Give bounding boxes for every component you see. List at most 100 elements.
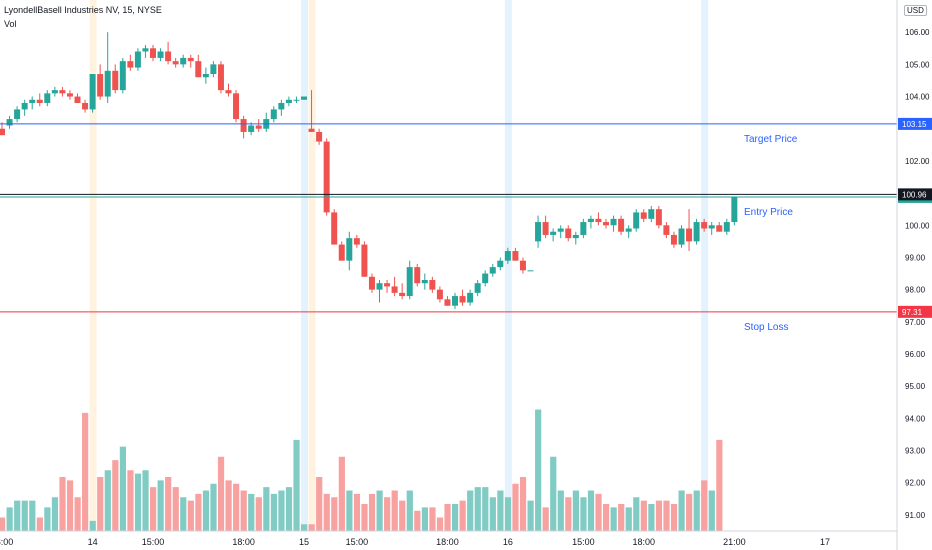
volume-bar <box>172 487 179 531</box>
candle-body <box>693 222 700 242</box>
candle-body <box>270 109 277 120</box>
volume-bar <box>285 487 293 531</box>
candle-body <box>482 273 489 284</box>
candle-body <box>157 51 164 58</box>
session-marker <box>701 0 709 531</box>
volume-bar <box>474 487 481 531</box>
x-tick-label: 15:00 <box>572 537 595 547</box>
y-tick-label: 92.00 <box>905 479 926 488</box>
candle-body <box>648 209 655 219</box>
candle-body <box>467 292 474 303</box>
candle-body <box>512 251 519 261</box>
candle <box>376 279 383 303</box>
volume-bar <box>565 497 572 531</box>
candle-body <box>51 90 58 94</box>
volume-bar <box>595 493 602 531</box>
candle <box>678 225 685 248</box>
candle <box>504 247 511 264</box>
candle <box>686 209 693 252</box>
candle-body <box>293 99 300 101</box>
y-tick-label: 105.00 <box>905 60 930 69</box>
x-tick-label: 14 <box>88 537 98 547</box>
candle <box>648 205 655 223</box>
volume-bar <box>467 490 474 531</box>
candle-body <box>603 222 609 226</box>
candle-body <box>527 270 534 272</box>
currency-button[interactable]: USD <box>904 5 927 16</box>
candle <box>708 222 715 235</box>
y-tick-label: 97.00 <box>905 318 926 327</box>
volume-bar <box>180 497 187 531</box>
candle <box>655 205 662 229</box>
volume-bar <box>150 487 157 531</box>
candle <box>323 138 330 216</box>
volume-bar <box>51 497 59 531</box>
x-tick-label: 18:00 <box>632 537 655 547</box>
y-tick-label: 102.00 <box>905 157 930 166</box>
volume-bar <box>97 477 104 531</box>
candle-body <box>353 238 360 245</box>
volume-bar <box>89 520 96 531</box>
volume-bar <box>459 500 466 531</box>
volume-bar <box>165 477 172 531</box>
candle-body <box>225 90 232 94</box>
price-tag-label: 97.31 <box>902 308 923 317</box>
candle <box>263 112 270 132</box>
candle-body <box>678 228 685 245</box>
candle <box>527 270 534 272</box>
volume-bar <box>618 504 625 531</box>
volume-bar <box>708 490 715 531</box>
candle <box>210 61 217 78</box>
candle-body <box>255 125 262 129</box>
candle <box>66 90 73 100</box>
candle-body <box>519 260 526 271</box>
volume-bar <box>6 507 13 531</box>
chart-title: LyondellBasell Industries NV, 15, NYSE <box>4 5 162 15</box>
candle-body <box>595 218 602 223</box>
candle <box>338 241 345 261</box>
volume-bar <box>406 490 413 531</box>
volume-bar <box>504 497 512 531</box>
volume-bar <box>225 480 232 531</box>
volume-bar <box>716 439 723 531</box>
candle <box>482 270 489 287</box>
volume-bar <box>693 490 700 531</box>
candle <box>452 292 458 309</box>
volume-bar <box>270 493 277 531</box>
candle-body <box>134 51 141 68</box>
candle <box>119 57 126 94</box>
volume-bar <box>195 493 202 531</box>
candle-body <box>346 238 353 261</box>
volume-bar <box>648 504 655 531</box>
candle <box>142 45 149 58</box>
candle <box>459 289 466 306</box>
candle-body <box>59 90 66 94</box>
candle <box>519 257 526 274</box>
volume-bar <box>82 412 89 531</box>
candle-body <box>708 225 715 229</box>
volume-bar <box>346 490 353 531</box>
volume-bar <box>187 500 194 531</box>
volume-bar <box>255 497 262 531</box>
candle <box>406 260 413 300</box>
candle <box>633 209 640 232</box>
candle-body <box>195 61 202 78</box>
volume-bar <box>119 446 126 531</box>
candle <box>436 286 443 303</box>
candle <box>6 115 13 129</box>
volume-bar <box>278 490 285 531</box>
candle-body <box>217 64 224 91</box>
candle <box>0 122 5 136</box>
candle-body <box>459 296 466 303</box>
session-marker <box>301 0 308 531</box>
candle <box>565 225 572 242</box>
candle-body <box>452 296 458 306</box>
x-tick-label: 18:00 <box>0 537 13 547</box>
candle <box>82 99 89 113</box>
volume-bar <box>640 500 647 531</box>
candle-body <box>376 283 383 290</box>
volume-bar <box>331 497 338 531</box>
candle-body <box>618 218 625 232</box>
volume-bar <box>44 507 51 531</box>
